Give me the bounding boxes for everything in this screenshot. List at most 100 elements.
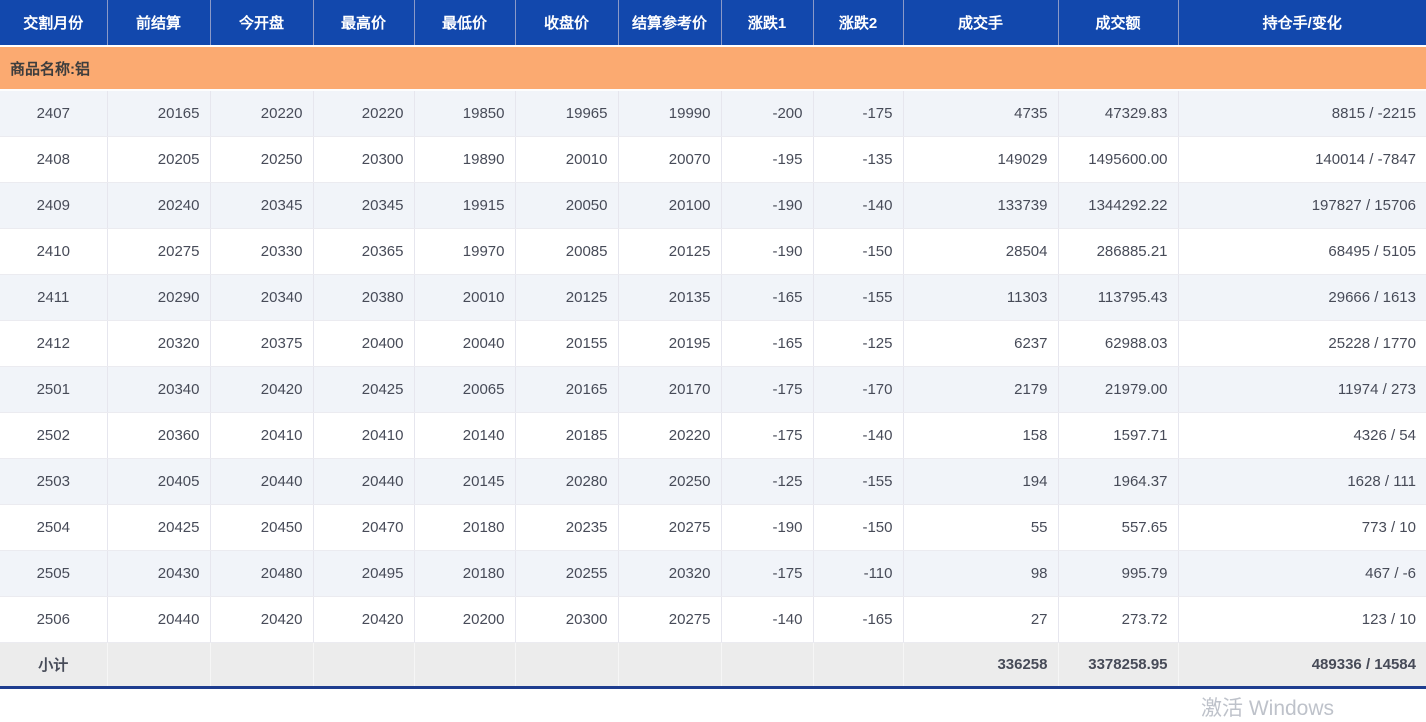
windows-activation-watermark: 激活 Windows: [1201, 697, 1335, 720]
value-cell: 20340: [106, 366, 210, 413]
value-cell: 28504: [902, 228, 1058, 275]
value-cell: 20145: [413, 458, 515, 505]
value-cell: 20240: [106, 182, 210, 229]
table-row[interactable]: 2504 20425 20450 20470 20180 20235 20275 -190 -1…: [0, 504, 1426, 551]
value-cell: 20425: [106, 504, 210, 551]
value-cell: -190: [720, 504, 813, 551]
table-header: 交割月份 前结算 今开盘 最高价 最低价 收盘价 结算参考价 涨跌1 涨跌2 成交手 成交额 持仓手/…: [0, 0, 1426, 47]
column-header-2: 今开盘: [209, 0, 313, 47]
value-cell: 20220: [209, 90, 313, 137]
value-cell: 19965: [514, 90, 618, 137]
value-cell: -150: [812, 504, 903, 551]
value-cell: -175: [720, 412, 813, 459]
value-cell: 20275: [617, 504, 721, 551]
value-cell: 20340: [209, 274, 313, 321]
table-row[interactable]: 2407 20165 20220 20220 19850 19965 19990 -200 -1…: [0, 90, 1426, 137]
table-row[interactable]: 2505 20430 20480 20495 20180 20255 20320 -175 -1…: [0, 550, 1426, 597]
value-cell: -140: [812, 182, 903, 229]
value-cell: 20300: [312, 136, 414, 183]
table-row[interactable]: 2409 20240 20345 20345 19915 20050 20100 -190 -1…: [0, 182, 1426, 229]
value-cell: 286885.21: [1057, 228, 1178, 275]
value-cell: 20430: [106, 550, 210, 597]
value-cell: -190: [720, 182, 813, 229]
value-cell: 20410: [312, 412, 414, 459]
value-cell: 20040: [413, 320, 515, 367]
column-header-0: 交割月份: [0, 0, 107, 47]
value-cell: 995.79: [1057, 550, 1178, 597]
delivery-month-cell: 2408: [0, 136, 107, 183]
futures-quotes-table: 交割月份 前结算 今开盘 最高价 最低价 收盘价 结算参考价 涨跌1 涨跌2 成交手 成交额 持仓手/…: [0, 0, 1426, 689]
value-cell: 2179: [902, 366, 1058, 413]
value-cell: 133739: [902, 182, 1058, 229]
value-cell: 20050: [514, 182, 618, 229]
value-cell: 20280: [514, 458, 618, 505]
value-cell: 20220: [617, 412, 721, 459]
value-cell: -190: [720, 228, 813, 275]
value-cell: 20375: [209, 320, 313, 367]
table-row[interactable]: 2501 20340 20420 20425 20065 20165 20170 -175 -1…: [0, 366, 1426, 413]
value-cell: 19850: [413, 90, 515, 137]
header-row: 交割月份 前结算 今开盘 最高价 最低价 收盘价 结算参考价 涨跌1 涨跌2 成交手 成交额 持仓手/…: [0, 0, 1426, 47]
value-cell: 27: [902, 596, 1058, 643]
value-cell: 773 / 10: [1177, 504, 1426, 551]
value-cell: -155: [812, 458, 903, 505]
value-cell: 1964.37: [1057, 458, 1178, 505]
value-cell: 20450: [209, 504, 313, 551]
delivery-month-cell: 2410: [0, 228, 107, 275]
value-cell: 20320: [617, 550, 721, 597]
value-cell: 20065: [413, 366, 515, 413]
delivery-month-cell: 2411: [0, 274, 107, 321]
delivery-month-cell: 2501: [0, 366, 107, 413]
value-cell: 6237: [902, 320, 1058, 367]
column-header-4: 最低价: [413, 0, 515, 47]
value-cell: 4326 / 54: [1177, 412, 1426, 459]
value-cell: 29666 / 1613: [1177, 274, 1426, 321]
value-cell: 20010: [413, 274, 515, 321]
column-header-7: 涨跌1: [720, 0, 813, 47]
value-cell: 197827 / 15706: [1177, 182, 1426, 229]
column-header-3: 最高价: [312, 0, 414, 47]
value-cell: 20425: [312, 366, 414, 413]
value-cell: 20380: [312, 274, 414, 321]
value-cell: 20170: [617, 366, 721, 413]
value-cell: 20345: [312, 182, 414, 229]
table-row[interactable]: 2506 20440 20420 20420 20200 20300 20275 -140 -1…: [0, 596, 1426, 643]
value-cell: 19970: [413, 228, 515, 275]
value-cell: 68495 / 5105: [1177, 228, 1426, 275]
value-cell: 19890: [413, 136, 515, 183]
table-row[interactable]: 2408 20205 20250 20300 19890 20010 20070 -195 -1…: [0, 136, 1426, 183]
table-row[interactable]: 2410 20275 20330 20365 19970 20085 20125 -190 -1…: [0, 228, 1426, 275]
column-header-8: 涨跌2: [812, 0, 903, 47]
value-cell: 20410: [209, 412, 313, 459]
value-cell: -200: [720, 90, 813, 137]
value-cell: 20275: [106, 228, 210, 275]
value-cell: 20480: [209, 550, 313, 597]
value-cell: -140: [812, 412, 903, 459]
value-cell: 20400: [312, 320, 414, 367]
delivery-month-cell: 2412: [0, 320, 107, 367]
value-cell: -150: [812, 228, 903, 275]
value-cell: 20420: [209, 366, 313, 413]
table-row[interactable]: 2411 20290 20340 20380 20010 20125 20135 -165 -1…: [0, 274, 1426, 321]
value-cell: -155: [812, 274, 903, 321]
table-row[interactable]: 2412 20320 20375 20400 20040 20155 20195 -165 -1…: [0, 320, 1426, 367]
value-cell: 8815 / -2215: [1177, 90, 1426, 137]
value-cell: 20195: [617, 320, 721, 367]
value-cell: 20320: [106, 320, 210, 367]
value-cell: 20125: [617, 228, 721, 275]
value-cell: 20135: [617, 274, 721, 321]
table-row[interactable]: 2502 20360 20410 20410 20140 20185 20220 -175 -1…: [0, 412, 1426, 459]
table-row[interactable]: 2503 20405 20440 20440 20145 20280 20250 -125 -1…: [0, 458, 1426, 505]
delivery-month-cell: 2409: [0, 182, 107, 229]
value-cell: 25228 / 1770: [1177, 320, 1426, 367]
column-header-11: 持仓手/变化: [1177, 0, 1426, 47]
delivery-month-cell: 2504: [0, 504, 107, 551]
value-cell: -140: [720, 596, 813, 643]
value-cell: 20275: [617, 596, 721, 643]
value-cell: -125: [812, 320, 903, 367]
value-cell: 20495: [312, 550, 414, 597]
value-cell: 20420: [312, 596, 414, 643]
value-cell: 123 / 10: [1177, 596, 1426, 643]
value-cell: -175: [720, 366, 813, 413]
subtotal-open-interest: 489336 / 14584: [1177, 642, 1426, 689]
